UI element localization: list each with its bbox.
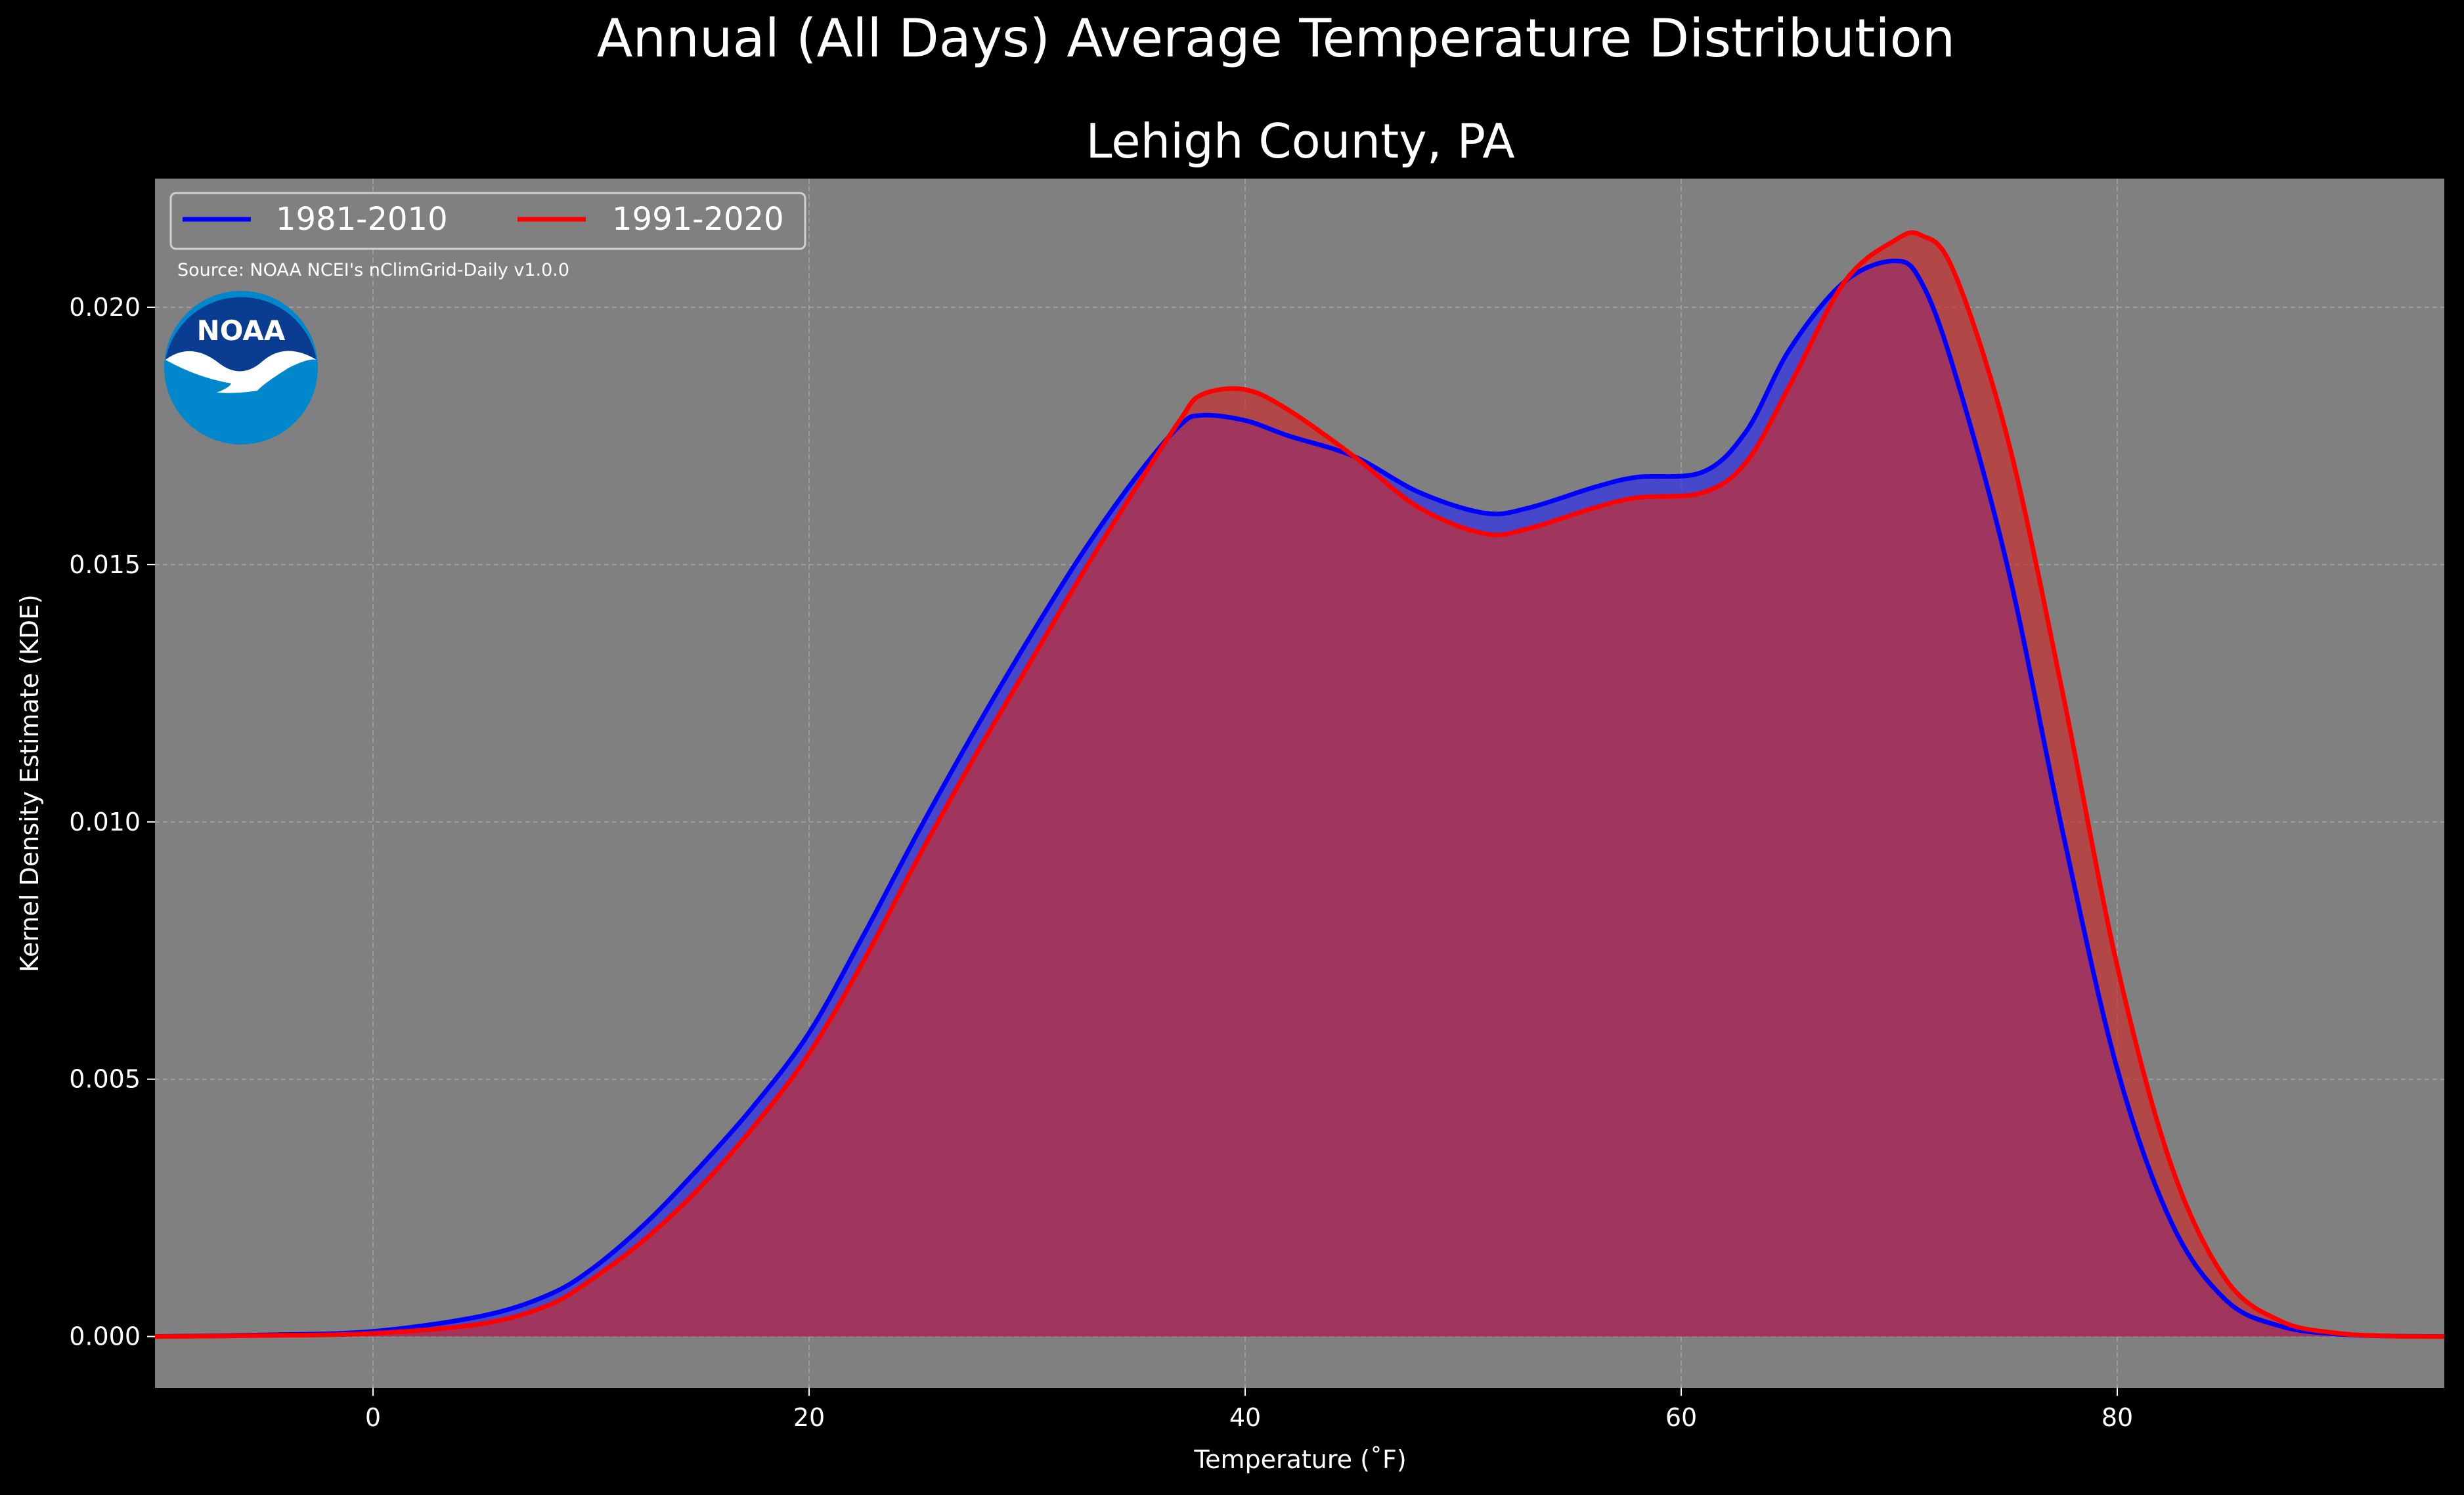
series-fill-1991-2020 — [155, 232, 2444, 1337]
legend-box — [169, 192, 806, 250]
legend: 1981-2010 1991-2020 — [169, 192, 806, 250]
y-axis-label: Kernel Density Estimate (KDE) — [15, 594, 44, 972]
logo-inner-dome — [165, 297, 317, 372]
x-tick-label: 20 — [793, 1403, 825, 1432]
x-tick-label: 60 — [1665, 1403, 1697, 1432]
legend-label-1981-2010: 1981-2010 — [276, 201, 448, 238]
y-tick-label: 0.005 — [69, 1065, 141, 1094]
x-tick-label: 0 — [365, 1403, 381, 1432]
figure-suptitle: Annual (All Days) Average Temperature Di… — [597, 8, 1955, 69]
logo-text: NOAA — [197, 314, 286, 347]
x-axis-label: Temperature (˚F) — [1193, 1445, 1406, 1474]
logo-gull-icon — [165, 351, 317, 393]
series-layer — [154, 230, 2445, 1339]
source-annotation: Source: NOAA NCEI's nClimGrid-Daily v1.0… — [177, 260, 569, 280]
series-line-1991-2020 — [154, 230, 2445, 1339]
legend-label-1991-2020: 1991-2020 — [612, 201, 784, 238]
axis-ticks: 0 20 40 60 80 0.000 0.005 0.010 0.015 0.020 — [69, 293, 2133, 1432]
y-tick-label: 0.010 — [69, 808, 141, 836]
series-line-1981-2010 — [154, 258, 2445, 1339]
y-tick-label: 0.015 — [69, 550, 141, 579]
chart-title: Lehigh County, PA — [1086, 114, 1514, 169]
noaa-logo: NOAA — [164, 291, 318, 444]
x-tick-label: 80 — [2101, 1403, 2133, 1432]
x-tick-label: 40 — [1229, 1403, 1261, 1432]
y-tick-label: 0.000 — [69, 1322, 141, 1351]
y-tick-label: 0.020 — [69, 293, 141, 322]
